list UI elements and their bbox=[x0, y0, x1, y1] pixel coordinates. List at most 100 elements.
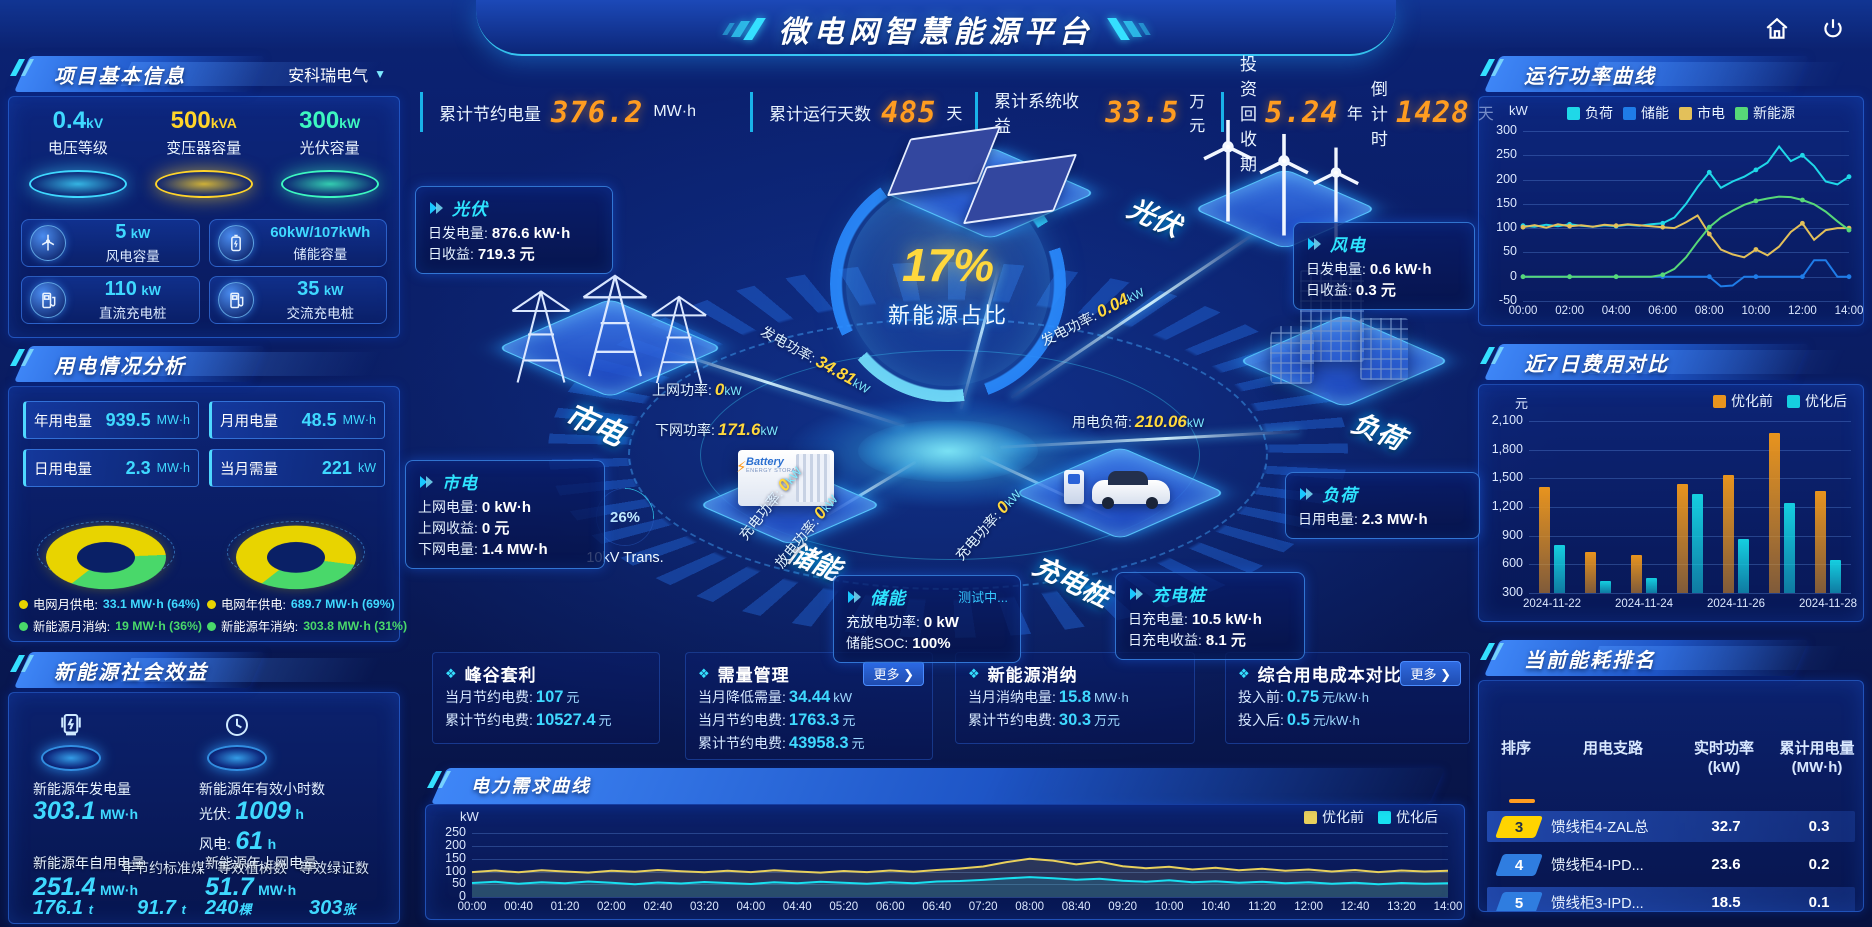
charger-node-label: 充电桩 bbox=[1028, 550, 1115, 613]
energy-beam bbox=[979, 455, 1121, 523]
more-button[interactable]: 更多 ❯ bbox=[863, 661, 924, 686]
wind-info-card: 风电 日发电量: 0.6 kW·h 日收益: 0.3 元 bbox=[1293, 222, 1475, 310]
chevron-down-icon: ▼ bbox=[374, 67, 386, 81]
spotlight-stats: 0.4kV 电压等级 500kVA 变压器容量 300kW 光伏容量 bbox=[15, 107, 393, 198]
transmission-tower-icon bbox=[511, 290, 571, 383]
dashed-ring-inner bbox=[700, 350, 1200, 560]
legend-item: 新能源年消纳: 303.8 MW·h (31%) bbox=[207, 617, 407, 635]
panel-corner-icon bbox=[8, 346, 34, 375]
card-storage-capacity: 60kW/107kWh 储能容量 bbox=[208, 219, 387, 267]
realtime-power: 23.6 bbox=[1711, 856, 1741, 873]
chevron-right-icon bbox=[1130, 587, 1143, 600]
transmission-tower-icon bbox=[651, 295, 707, 384]
realtime-power: 32.7 bbox=[1711, 818, 1741, 835]
chevron-right-icon bbox=[420, 475, 433, 488]
strategy-stat-line: 累计节约电费: 43958.3 元 bbox=[698, 734, 865, 752]
pv-info-card: 光伏 日发电量: 876.6 kW·h 日收益: 719.3 元 bbox=[415, 186, 613, 274]
generation-icon bbox=[51, 705, 91, 745]
panel-usage-analysis: 用电情况分析 年用电量 939.5 MW·h 月用电量 48.5 MW·h 日用电量 2.3 M… bbox=[8, 346, 407, 642]
charger-node bbox=[1000, 428, 1240, 568]
card-dc-charger: 110 kW 直流充电桩 bbox=[21, 276, 200, 324]
chevron-right-icon bbox=[1308, 237, 1321, 250]
lightning-icon: ⚡ bbox=[736, 459, 747, 476]
feeder-name: 馈线柜4-ZAL总 bbox=[1551, 820, 1649, 836]
panel-title: 运行功率曲线 bbox=[1524, 66, 1656, 88]
dc-charger-icon bbox=[30, 282, 66, 318]
header-curve bbox=[476, 0, 1396, 56]
renewable-share-value: 17% bbox=[901, 239, 995, 291]
kpi-run-days: 累计运行天数 485 天 bbox=[750, 92, 975, 132]
strategy-panel: ❖ 需量管理 更多 ❯ 当月降低需量: 34.44 kW 当月节约电费: 1763.3 元累计… bbox=[685, 652, 933, 760]
y-axis-unit: kW bbox=[1509, 103, 1528, 118]
panel-title: 项目基本信息 bbox=[54, 66, 186, 88]
kpi-bar: 累计节约电量 376.2 MW·h 累计运行天数 485 天 累计系统收益 33.5 万元 … bbox=[420, 55, 1494, 174]
strategy-panel: ❖ 峰谷套利 当月节约电费: 107 元累计节约电费: 10527.4 元 bbox=[432, 652, 660, 744]
feeder-name: 馈线柜4-IPD... bbox=[1551, 858, 1644, 874]
usage-stat-card: 日用电量 2.3 MW·h bbox=[23, 449, 199, 487]
grid-feed-in-flow: 上网功率: 0kW bbox=[652, 380, 742, 399]
usage-stat-card: 当月需量 221 kW bbox=[209, 449, 385, 487]
table-row[interactable]: 4 馈线柜4-IPD... 23.6 0.2 bbox=[1487, 849, 1855, 880]
table-row[interactable]: 3 馈线柜4-ZAL总 32.7 0.3 bbox=[1487, 811, 1855, 842]
strategy-stat-line: 当月节约电费: 1763.3 元 bbox=[698, 711, 856, 729]
panel-social-benefit: 新能源社会效益 新能源年发电量 303.1 MW·h 新能源年有效小时数 光伏:… bbox=[8, 652, 400, 924]
usage-stat-card: 月用电量 48.5 MW·h bbox=[209, 401, 385, 439]
panel-title: 当前能耗排名 bbox=[1524, 650, 1656, 672]
feed-in-value: 51.7 MW·h bbox=[205, 873, 297, 901]
chevron-right-icon bbox=[848, 590, 861, 603]
yearly-donut-legend: 电网年供电: 689.7 MW·h (69%) 新能源年消纳: 303.8 MW·h … bbox=[207, 591, 407, 635]
legend-item: 新能源 bbox=[1735, 103, 1795, 123]
page-title: 微电网智慧能源平台 bbox=[778, 16, 1094, 49]
column-header: 累计用电量 (MW·h) bbox=[1779, 740, 1855, 776]
energy-beam bbox=[1010, 225, 1266, 399]
kpi-system-income: 累计系统收益 33.5 万元 bbox=[975, 92, 1221, 136]
usage-stats: 年用电量 939.5 MW·h 月用电量 48.5 MW·h 日用电量 2.3 MW·h 当月需量… bbox=[23, 401, 385, 487]
self-use-label: 新能源年自用电量 bbox=[33, 855, 145, 871]
chevron-right-icon bbox=[430, 201, 443, 214]
total-energy: 0.3 bbox=[1808, 818, 1830, 835]
power-icon[interactable] bbox=[1816, 12, 1850, 46]
legend-item: 优化前 bbox=[1713, 391, 1773, 411]
usage-stat-card: 年用电量 939.5 MW·h bbox=[23, 401, 199, 439]
legend-item: 新能源月消纳: 19 MW·h (36%) bbox=[19, 617, 207, 635]
grid-node-label: 市电 bbox=[560, 397, 629, 453]
core-sphere: 17% 新能源占比 bbox=[846, 182, 1050, 386]
strategy-stat-line: 当月消纳电量: 15.8 MW·h bbox=[968, 688, 1129, 706]
strategy-panel: ❖ 新能源消纳 当月消纳电量: 15.8 MW·h 累计节约电费: 30.3 万元 bbox=[955, 652, 1195, 744]
panel-title: 近7日费用对比 bbox=[1524, 354, 1670, 376]
storage-info-card: 储能 测试中... 充放电功率: 0 kW 储能SOC: 100% bbox=[833, 575, 1021, 663]
card-wind-capacity: 5 kW 风电容量 bbox=[21, 219, 200, 267]
ranking-table-rows: 3 馈线柜4-ZAL总 32.7 0.3 4 馈线柜4-IPD... 23.6 … bbox=[1487, 811, 1855, 911]
panel-demand-curve: 电力需求曲线 kW 优化前 优化后 250 200 150 100 50 0 00:00 00:… bbox=[425, 768, 1465, 920]
panel-bullet-icon: ❖ bbox=[445, 665, 457, 681]
y-axis-unit: 元 bbox=[1515, 396, 1529, 411]
kpi-energy-saved: 累计节约电量 376.2 MW·h bbox=[420, 92, 750, 132]
cost-chart: 2,100 1,800 1,500 1,200 900 600 300 2024-11-22 2… bbox=[1491, 413, 1857, 610]
spotlight-pv-capacity: 300kW 光伏容量 bbox=[267, 107, 393, 198]
legend-item: 市电 bbox=[1679, 103, 1725, 123]
building-icon bbox=[1270, 326, 1314, 384]
panel-title: 用电情况分析 bbox=[54, 356, 186, 378]
company-selector[interactable]: 安科瑞电气 ▼ bbox=[288, 67, 386, 85]
panel-bullet-icon: ❖ bbox=[968, 665, 980, 681]
card-ac-charger: 35 kW 交流充电桩 bbox=[208, 276, 387, 324]
grid-platform bbox=[496, 298, 724, 398]
more-button[interactable]: 更多 ❯ bbox=[1400, 661, 1461, 686]
generation-pedestal bbox=[39, 707, 103, 771]
renewable-share-label: 新能源占比 bbox=[887, 303, 1008, 328]
ev-charge-flow: 充电功率:0kW bbox=[952, 487, 1024, 564]
pv-hours-value: 光伏: 1009 h bbox=[199, 797, 304, 825]
panel-corner-icon bbox=[1478, 56, 1504, 85]
load-platform bbox=[1237, 314, 1451, 408]
storage-charge-flow: 充电功率:0kW bbox=[735, 464, 805, 544]
pv-node-label: 光伏 bbox=[1123, 193, 1185, 243]
panel-corner-icon bbox=[8, 652, 34, 681]
spotlight-transformer: 500kVA 变压器容量 bbox=[141, 107, 267, 198]
home-icon[interactable] bbox=[1760, 12, 1794, 46]
strategy-stat-line: 累计节约电费: 30.3 万元 bbox=[968, 711, 1121, 729]
demand-chart: 250 200 150 100 50 0 00:00 00:40 01:20 02:00 02:40… bbox=[445, 825, 1463, 913]
green-cert-value: 303张 bbox=[309, 897, 356, 919]
legend-item: 电网年供电: 689.7 MW·h (69%) bbox=[207, 595, 395, 613]
power-legend: 负荷 储能 市电 新能源 bbox=[1567, 103, 1795, 123]
table-row[interactable]: 5 馈线柜3-IPD... 18.5 0.1 bbox=[1487, 887, 1855, 911]
